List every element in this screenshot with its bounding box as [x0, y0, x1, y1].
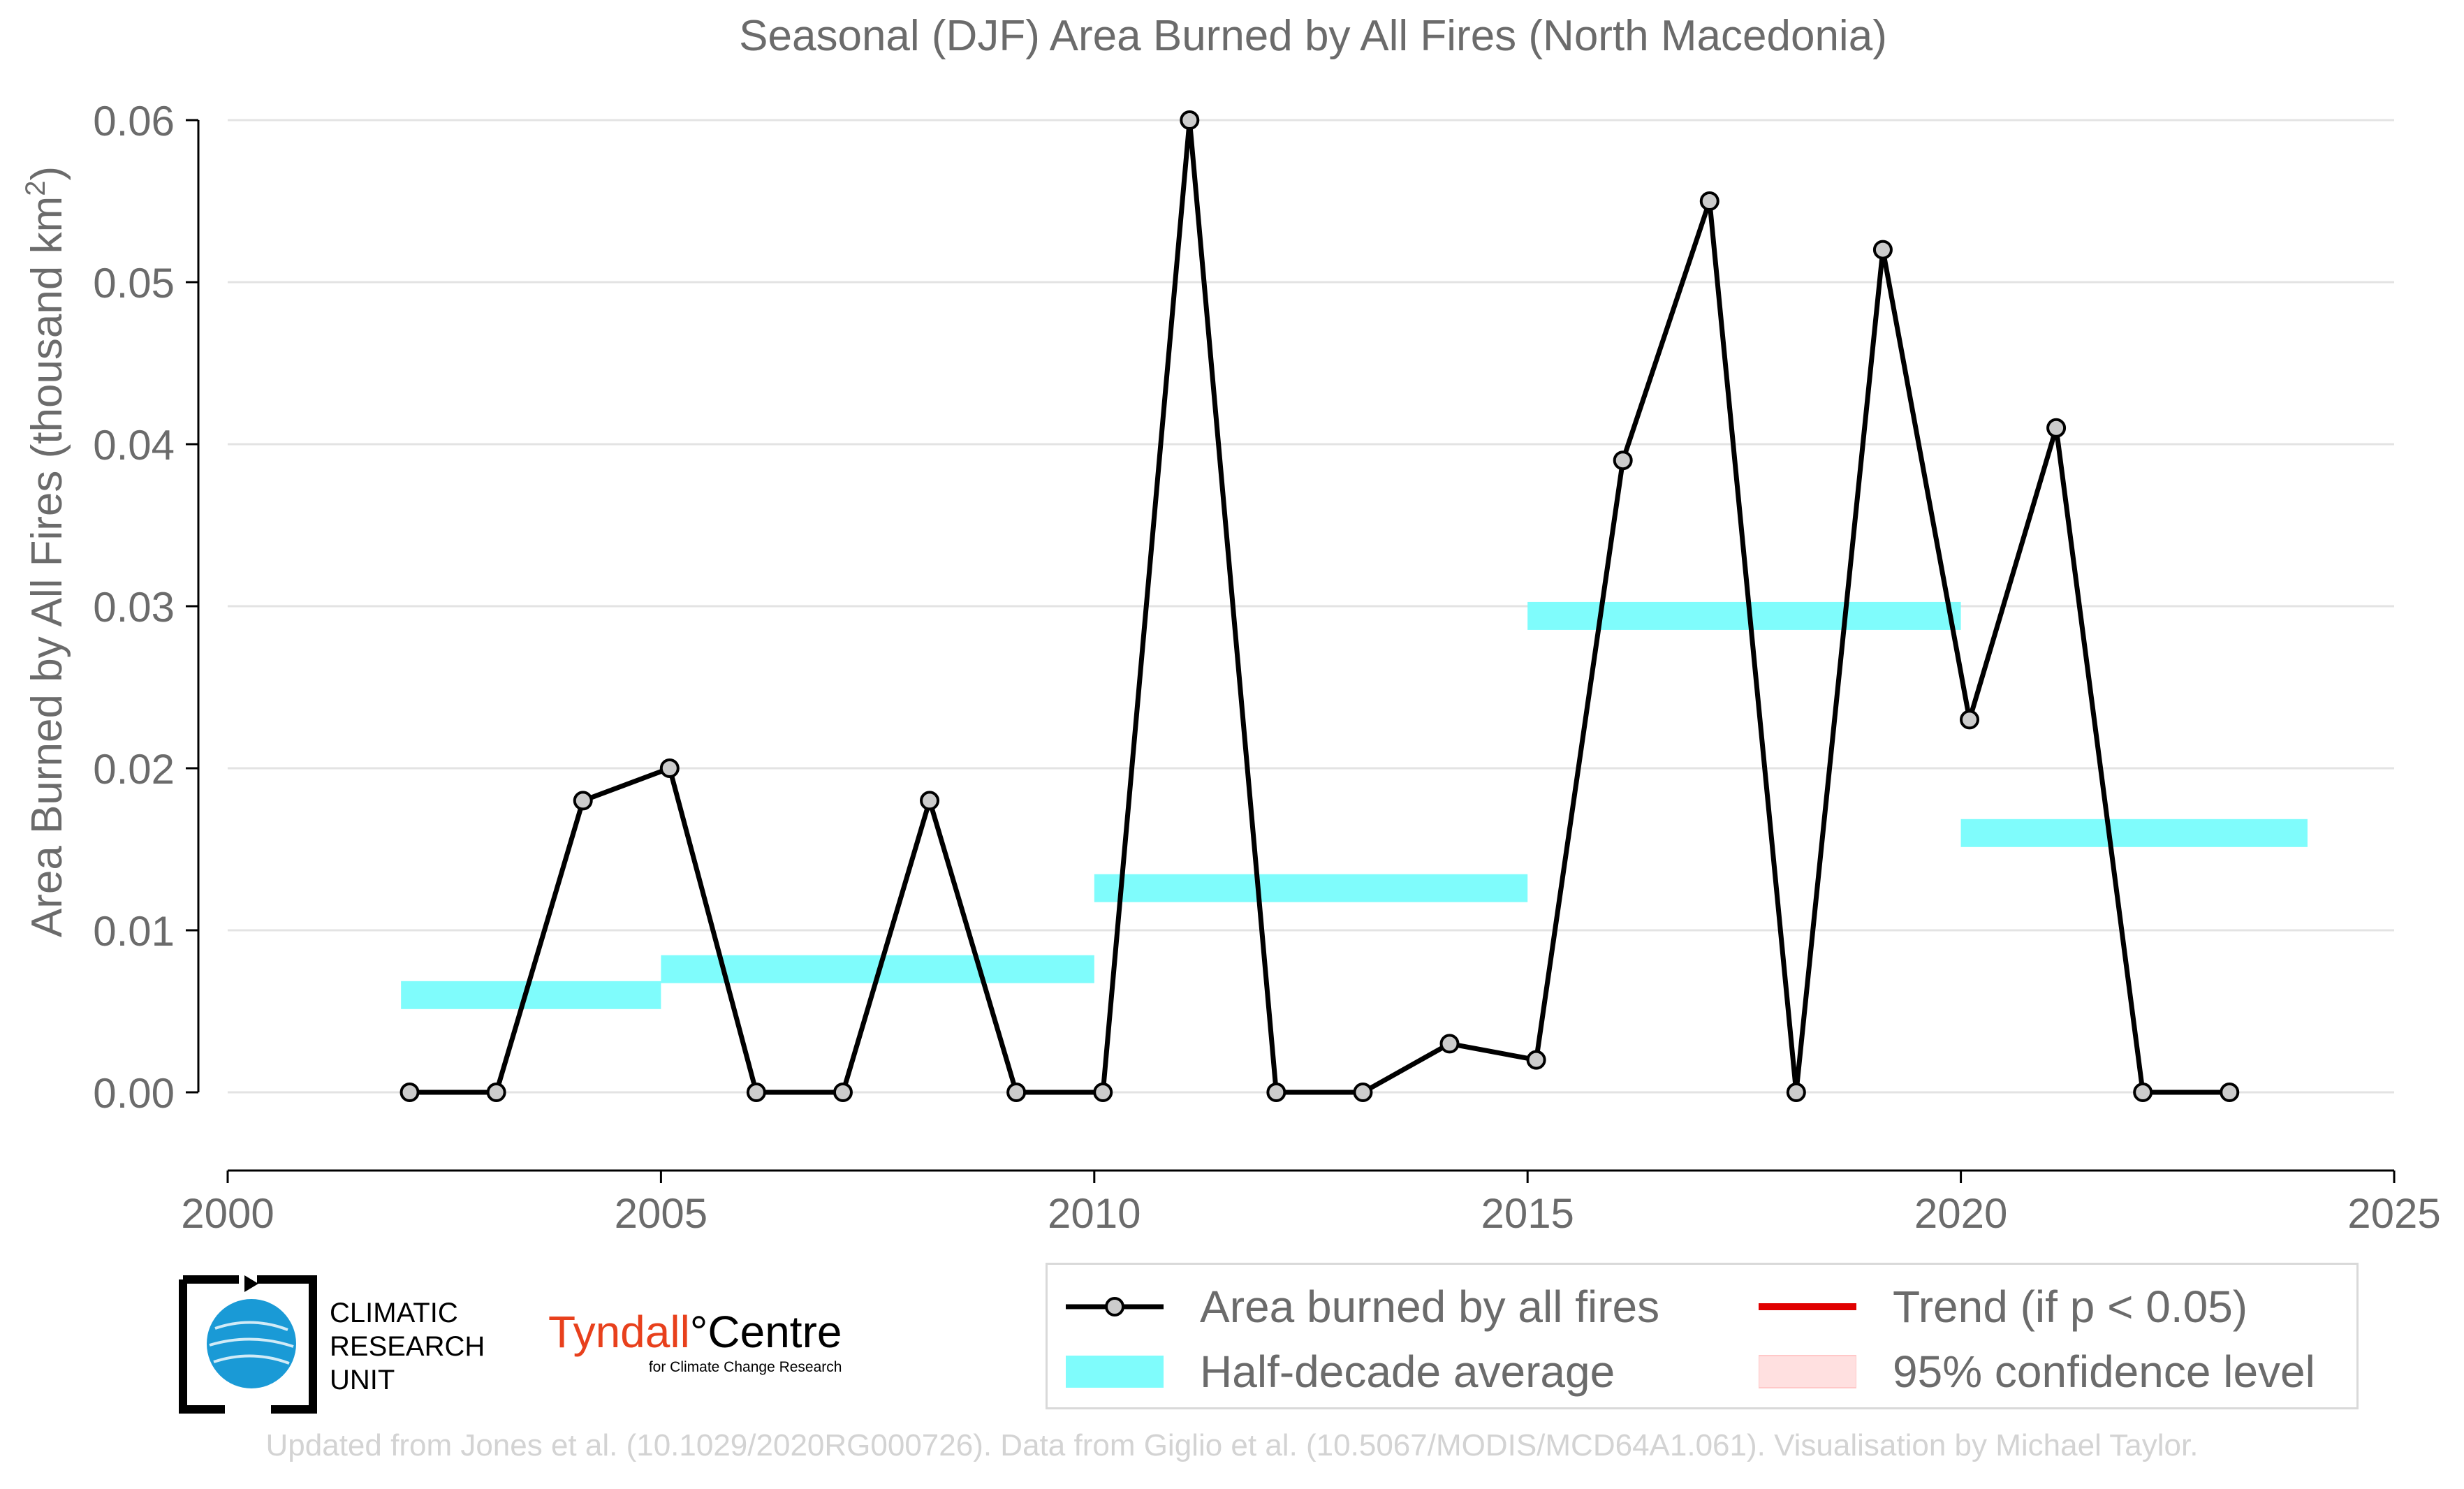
legend-confidence-band-icon [1759, 1355, 1856, 1388]
tyndall-subtitle: for Climate Change Research [648, 1359, 842, 1375]
y-tick-label: 0.06 [93, 98, 175, 145]
legend-label-half-decade: Half-decade average [1200, 1347, 1615, 1397]
data-point [2133, 1083, 2153, 1102]
legend-item-half-decade: Half-decade average [1066, 1347, 1615, 1397]
data-point [1699, 191, 1719, 211]
half-decade-average-bar [1960, 819, 2308, 847]
cru-line-2: RESEARCH [330, 1331, 485, 1362]
footer-credits: Updated from Jones et al. (10.1029/2020R… [265, 1428, 2199, 1462]
x-tick-label: 2015 [1481, 1190, 1574, 1237]
data-point [1353, 1083, 1373, 1102]
x-tick-label: 2010 [1048, 1190, 1141, 1237]
legend-label-area-burned: Area burned by all fires [1200, 1282, 1660, 1332]
cru-line-3: UNIT [330, 1365, 395, 1395]
half-decade-average-bar [401, 981, 661, 1009]
tyndall-logo: Tyndall°Centre for Climate Change Resear… [548, 1306, 842, 1376]
tyndall-degree: ° [689, 1307, 708, 1357]
y-tick-label: 0.04 [93, 422, 175, 469]
legend-item-area-burned: Area burned by all fires [1066, 1282, 1660, 1332]
legend-label-trend: Trend (if p < 0.05) [1893, 1282, 2248, 1332]
data-point [399, 1083, 420, 1102]
logos: CLIMATIC RESEARCH UNIT Tyndall°Centre fo… [175, 1271, 873, 1425]
data-point [573, 791, 593, 811]
half-decade-average-bars [401, 601, 2308, 1009]
legend-item-confidence: 95% confidence level [1759, 1347, 2315, 1397]
y-axis-label-close: ) [23, 166, 71, 181]
gridlines [228, 119, 2394, 1094]
data-point [1526, 1050, 1546, 1070]
data-point [1439, 1034, 1460, 1054]
data-point [1960, 710, 1980, 730]
y-axis-label-main: Area Burned by All Fires (thousand km [23, 196, 71, 937]
legend-line-marker-icon [1066, 1297, 1164, 1316]
data-point [659, 758, 680, 778]
y-tick-label: 0.02 [93, 746, 175, 793]
data-point [486, 1083, 506, 1102]
y-tick-label: 0.01 [93, 908, 175, 955]
half-decade-average-bar [1527, 601, 1961, 630]
cru-line-1: CLIMATIC [330, 1298, 458, 1328]
chart-title: Seasonal (DJF) Area Burned by All Fires … [739, 12, 1887, 60]
tyndall-name: Tyndall [548, 1307, 690, 1357]
x-tick-label: 2005 [615, 1190, 707, 1237]
cru-logo-icon [179, 1275, 317, 1414]
legend-half-decade-band-icon [1066, 1356, 1164, 1388]
data-point [2220, 1083, 2240, 1102]
y-tick-label: 0.00 [93, 1070, 175, 1117]
legend: Area burned by all fires Trend (if p < 0… [1046, 1263, 2359, 1409]
data-point [746, 1083, 766, 1102]
y-axis-label: Area Burned by All Fires (thousand km2) [20, 166, 71, 937]
y-axis-label-superscript: 2 [20, 181, 51, 196]
x-tick-label: 2025 [2347, 1190, 2440, 1237]
data-point [1266, 1083, 1286, 1102]
legend-trend-line-icon [1759, 1303, 1856, 1310]
y-tick-label: 0.05 [93, 260, 175, 307]
tyndall-centre: Centre [707, 1307, 842, 1357]
data-point [1093, 1083, 1113, 1102]
axes: 0.00 0.01 0.02 0.03 0.04 0.05 0.06 2000 2005 2010… [93, 98, 2441, 1237]
data-point [2046, 418, 2067, 438]
data-point [920, 791, 940, 811]
area-burned-series [399, 110, 2240, 1102]
cru-name: CLIMATIC RESEARCH UNIT [330, 1296, 485, 1397]
chart: Seasonal (DJF) Area Burned by All Fires … [20, 12, 2441, 1237]
data-point [1872, 240, 1893, 260]
series-line [409, 117, 2230, 1095]
legend-label-confidence: 95% confidence level [1893, 1347, 2315, 1397]
x-tick-label: 2000 [181, 1190, 274, 1237]
legend-item-trend: Trend (if p < 0.05) [1759, 1282, 2248, 1332]
data-point [1006, 1083, 1027, 1102]
x-tick-label: 2020 [1914, 1190, 2007, 1237]
half-decade-average-bar [1094, 874, 1528, 902]
data-point [1180, 110, 1200, 130]
y-tick-label: 0.03 [93, 584, 175, 631]
data-point [833, 1083, 853, 1102]
data-point [1613, 450, 1633, 471]
data-point [1786, 1083, 1806, 1102]
